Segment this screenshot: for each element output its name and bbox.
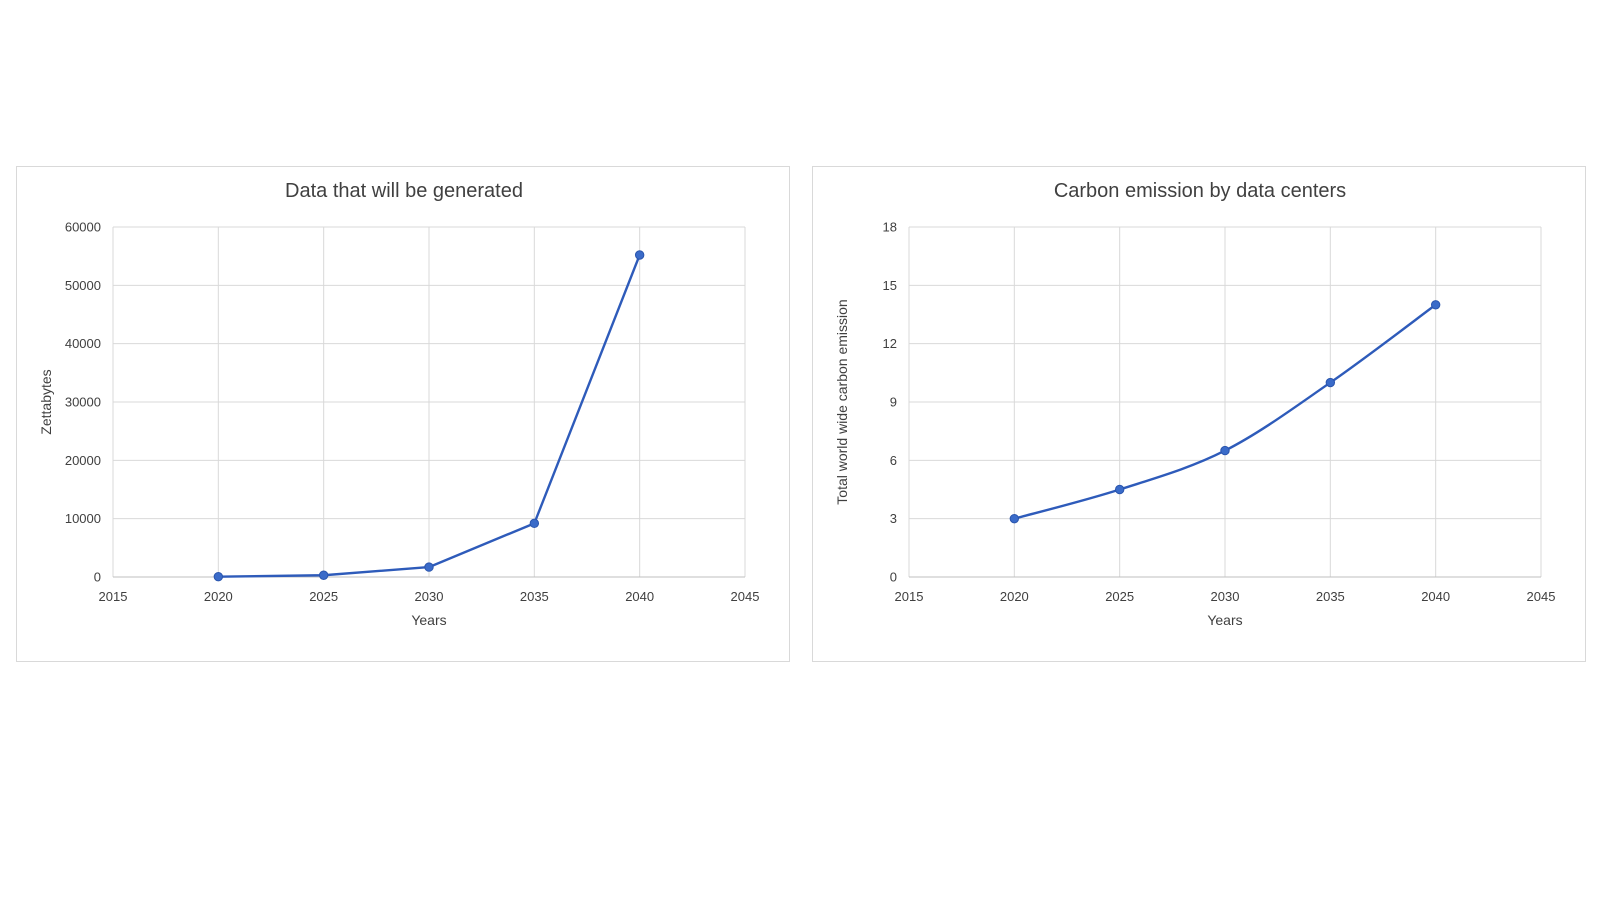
y-tick-label: 0 <box>890 570 897 585</box>
data-point-marker <box>634 250 645 260</box>
gridlines <box>112 226 746 577</box>
y-tick-label: 9 <box>890 395 897 410</box>
data-point-marker <box>318 570 329 580</box>
x-tick-label: 2030 <box>415 589 444 604</box>
y-tick-label: 6 <box>890 453 897 468</box>
x-tick-label: 2030 <box>1211 589 1240 604</box>
data-point-marker <box>1114 484 1125 495</box>
x-tick-label: 2025 <box>309 589 338 604</box>
y-tick-label: 40000 <box>65 336 101 351</box>
chart-title: Data that will be generated <box>285 180 523 202</box>
y-tick-label: 3 <box>890 511 897 526</box>
y-tick-label: 15 <box>883 278 897 293</box>
x-axis-title: Years <box>411 612 446 628</box>
x-tick-label: 2035 <box>520 589 549 604</box>
y-tick-label: 10000 <box>65 511 101 526</box>
chart-panel-data-generated: Data that will be generated 0 10000 20000 30… <box>16 166 790 662</box>
y-tick-label: 30000 <box>65 395 101 410</box>
chart-data-generated: Data that will be generated 0 10000 20000 30… <box>38 180 760 628</box>
y-tick-label: 18 <box>883 220 897 235</box>
y-axis-title: Zettabytes <box>38 369 54 434</box>
data-point-marker <box>1009 513 1020 524</box>
gridlines <box>908 226 1542 577</box>
x-tick-label: 2015 <box>99 589 128 604</box>
data-point-marker <box>1220 445 1230 456</box>
data-point-marker <box>424 562 434 572</box>
x-tick-label: 2020 <box>1000 589 1029 604</box>
x-tick-label: 2040 <box>625 589 654 604</box>
data-point-marker <box>213 571 224 582</box>
chart-panel-carbon-emission: Carbon emission by data centers 0 3 6 9 12 15 1… <box>812 166 1586 662</box>
x-tick-label: 2040 <box>1421 589 1450 604</box>
y-tick-label: 60000 <box>65 220 101 235</box>
x-tick-label: 2025 <box>1105 589 1134 604</box>
x-tick-label: 2020 <box>204 589 233 604</box>
chart-title: Carbon emission by data centers <box>1054 180 1346 202</box>
x-tick-label: 2045 <box>1527 589 1556 604</box>
x-tick-label: 2035 <box>1316 589 1345 604</box>
y-axis-title: Total world wide carbon emission <box>834 299 850 504</box>
y-tick-label: 0 <box>94 570 101 585</box>
x-axis-title: Years <box>1207 612 1242 628</box>
data-point-marker <box>529 518 540 529</box>
y-tick-label: 20000 <box>65 453 101 468</box>
y-tick-label: 12 <box>883 336 897 351</box>
x-tick-label: 2045 <box>731 589 760 604</box>
chart-carbon-emission: Carbon emission by data centers 0 3 6 9 12 15 1… <box>834 180 1556 628</box>
x-tick-label: 2015 <box>895 589 924 604</box>
data-point-marker <box>1430 300 1441 310</box>
data-point-marker <box>1325 377 1336 388</box>
y-tick-label: 50000 <box>65 278 101 293</box>
